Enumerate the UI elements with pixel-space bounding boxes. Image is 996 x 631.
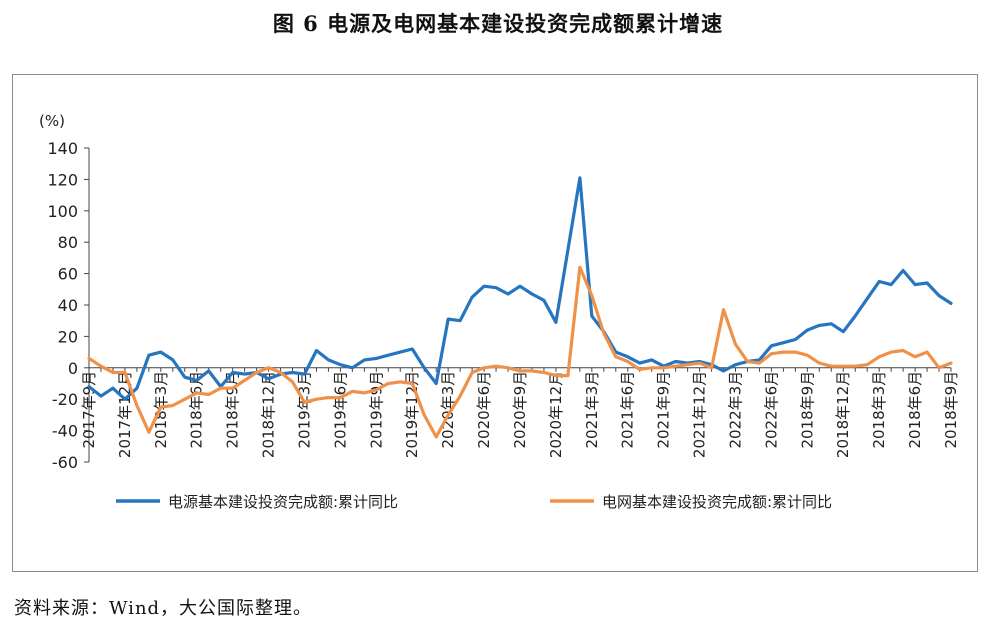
y-tick-label: 140 (47, 139, 78, 158)
y-tick-label: -20 (52, 390, 78, 409)
y-tick-label: 80 (58, 233, 78, 252)
x-tick-label: 2021年9月 (655, 371, 673, 449)
x-tick-label: 2018年12月 (834, 371, 852, 458)
x-tick-label: 2022年6月 (762, 371, 780, 449)
legend-label: 电源基本建设投资完成额:累计同比 (168, 493, 398, 511)
x-tick-label: 2018年6月 (906, 371, 924, 449)
x-tick-label: 2019年3月 (296, 371, 314, 449)
chart-frame: (%) -60 -40 -20 0 20 40 60 80 100 120 140 2017年9月 201… (12, 74, 978, 572)
figure-title: 图 6 电源及电网基本建设投资完成额累计增速 (272, 11, 724, 36)
line-chart: (%) -60 -40 -20 0 20 40 60 80 100 120 140 2017年9月 201… (39, 112, 960, 511)
x-tick-label: 2021年3月 (583, 371, 601, 449)
y-tick-label: 60 (58, 265, 78, 284)
x-tick-label: 2018年9月 (942, 371, 960, 449)
x-tick-label: 2018年6月 (188, 371, 206, 449)
source-note: 资料来源：Wind，大公国际整理。 (14, 598, 313, 619)
y-tick-label: -40 (52, 422, 78, 441)
y-tick-label: 120 (47, 170, 78, 189)
x-tick-label: 2017年12月 (116, 371, 134, 458)
x-tick-label: 2020年9月 (511, 371, 529, 449)
x-tick-label: 2019年9月 (367, 371, 385, 449)
x-tick-label: 2020年6月 (475, 371, 493, 449)
x-tick-label: 2018年3月 (870, 371, 888, 449)
x-tick-label: 2022年3月 (727, 371, 745, 449)
x-tick-label: 2018年12月 (260, 371, 278, 458)
y-tick-label: 100 (47, 202, 78, 221)
x-tick-label: 2019年6月 (331, 371, 349, 449)
x-tick-label: 2017年9月 (80, 371, 98, 449)
y-tick-label: 20 (58, 327, 78, 346)
legend-label: 电网基本建设投资完成额:累计同比 (602, 493, 832, 511)
y-tick-label: -60 (52, 453, 78, 472)
series-line-power-source (87, 176, 953, 401)
y-axis-unit-label: (%) (39, 112, 65, 130)
series-line-power-grid (87, 265, 953, 439)
y-tick-label: 0 (68, 359, 78, 378)
x-tick-label: 2020年12月 (547, 371, 565, 458)
x-tick-label: 2018年9月 (798, 371, 816, 449)
x-tick-label: 2021年12月 (691, 371, 709, 458)
x-tick-label: 2021年6月 (619, 371, 637, 449)
x-tick-label: 2018年9月 (224, 371, 242, 449)
x-tick-label: 2020年3月 (439, 371, 457, 449)
y-tick-label: 40 (58, 296, 78, 315)
